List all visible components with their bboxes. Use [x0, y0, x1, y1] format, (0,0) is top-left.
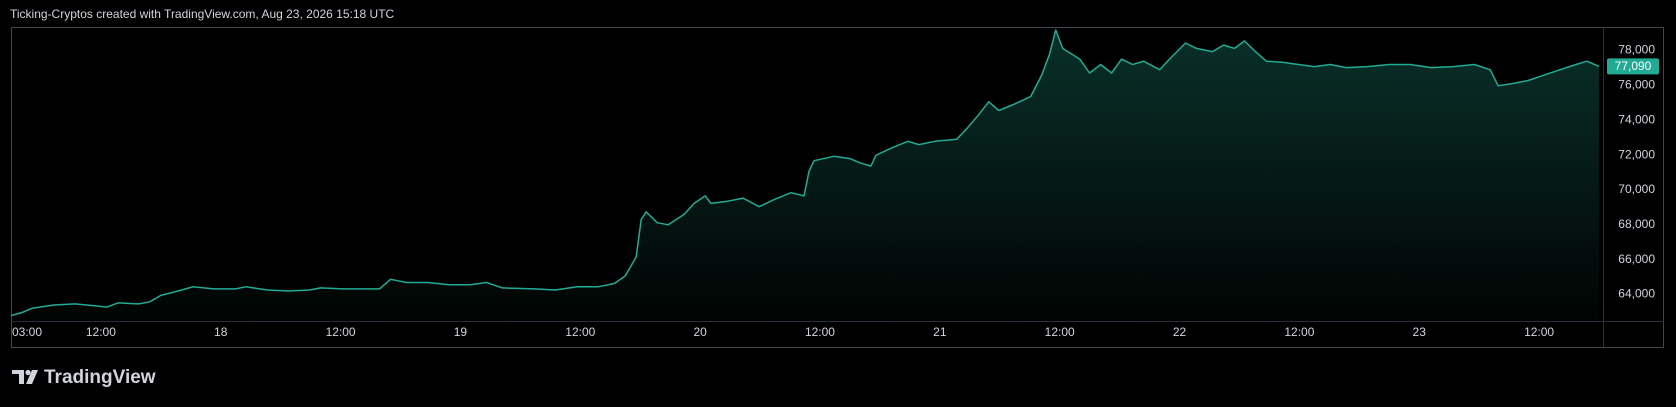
x-tick-label: 12:00	[1284, 325, 1314, 339]
y-tick-label: 66,000	[1618, 252, 1655, 266]
x-tick-label: 21	[933, 325, 947, 339]
last-price-badge	[1607, 58, 1659, 75]
y-tick-label: 74,000	[1618, 112, 1655, 126]
y-tick-label: 76,000	[1618, 78, 1655, 92]
x-tick-label: 12:00	[1524, 325, 1554, 339]
watermark: TradingView	[44, 367, 156, 388]
x-tick-label: 18	[214, 325, 228, 339]
y-tick-label: 72,000	[1618, 147, 1655, 161]
y-tick-label: 70,000	[1618, 182, 1655, 196]
x-tick-label: 12:00	[86, 325, 116, 339]
price-line	[10, 29, 1600, 317]
x-tick-label: 22	[1173, 325, 1187, 339]
area-fill	[11, 30, 1599, 321]
x-tick-label: 12:00	[1045, 325, 1075, 339]
x-tick-label: 12:00	[565, 325, 595, 339]
x-tick-label: 12:00	[805, 325, 835, 339]
caption: Ticking-Cryptos created with TradingView…	[10, 7, 395, 21]
frame	[11, 27, 1664, 348]
y-tick-label: 68,000	[1618, 217, 1655, 231]
x-tick-label: 03:00	[12, 325, 42, 339]
x-tick-label: 12:00	[326, 325, 356, 339]
y-tick-label: 64,000	[1618, 287, 1655, 301]
logo	[12, 369, 38, 384]
last-price-label: 77,090	[1615, 59, 1652, 73]
x-tick-label: 20	[693, 325, 707, 339]
y-tick-label: 78,000	[1618, 43, 1655, 57]
x-tick-label: 23	[1413, 325, 1427, 339]
x-tick-label: 19	[454, 325, 468, 339]
